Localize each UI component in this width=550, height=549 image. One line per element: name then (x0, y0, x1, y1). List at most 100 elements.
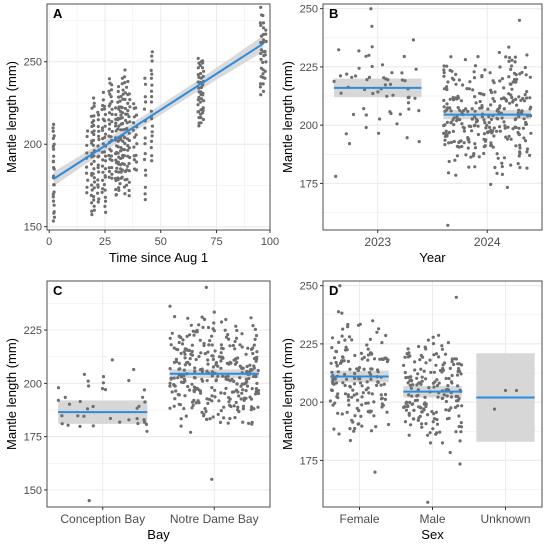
data-point (261, 60, 265, 64)
data-point (507, 59, 511, 64)
data-point (208, 417, 212, 421)
data-point (264, 60, 268, 64)
data-point (471, 88, 475, 92)
data-point (190, 349, 194, 354)
data-point (120, 111, 125, 115)
x-tick-label: 0 (46, 236, 52, 248)
data-point (100, 387, 105, 391)
data-point (137, 404, 141, 408)
data-point (188, 362, 192, 366)
data-point (431, 420, 435, 424)
data-point (216, 412, 220, 416)
data-point (415, 398, 419, 402)
data-point (173, 315, 177, 319)
data-point (517, 126, 521, 130)
data-point (264, 28, 268, 32)
data-point (114, 193, 118, 197)
data-point (344, 377, 349, 381)
data-point (259, 5, 263, 9)
data-point (224, 335, 229, 339)
data-point (337, 432, 341, 436)
data-point (495, 109, 499, 113)
data-point (432, 385, 436, 389)
data-point (211, 415, 215, 419)
data-point (484, 126, 488, 130)
data-point (478, 91, 482, 95)
data-point (331, 403, 335, 407)
data-point (117, 170, 121, 174)
data-point (121, 139, 125, 143)
data-point (131, 121, 136, 125)
data-point (423, 395, 427, 399)
data-point (513, 60, 517, 64)
data-point (202, 412, 206, 417)
data-point (428, 441, 433, 445)
data-point (440, 396, 444, 400)
data-point (177, 334, 181, 338)
data-point (354, 74, 358, 78)
data-point (437, 355, 441, 359)
data-point (513, 80, 517, 84)
data-point (448, 450, 452, 455)
data-point (450, 357, 454, 361)
data-point (507, 75, 511, 79)
data-point (92, 186, 96, 190)
data-point (348, 367, 352, 371)
data-point (113, 176, 118, 181)
data-point (103, 204, 107, 208)
data-point (123, 68, 127, 72)
data-point (386, 422, 391, 427)
data-point (413, 96, 417, 100)
data-point (487, 115, 491, 119)
data-point (473, 64, 478, 68)
data-point (259, 48, 263, 52)
data-point (453, 96, 457, 100)
data-point (366, 401, 370, 405)
data-point (110, 83, 114, 87)
data-point (434, 352, 439, 356)
data-point (210, 334, 214, 338)
data-point (96, 163, 100, 167)
data-point (127, 131, 131, 135)
data-point (455, 115, 459, 119)
data-point (380, 341, 384, 345)
data-point (447, 376, 451, 381)
data-point (149, 100, 154, 104)
data-point (364, 54, 368, 58)
data-point (190, 382, 194, 386)
data-point (201, 325, 205, 329)
data-point (334, 381, 339, 385)
data-point (464, 107, 468, 111)
data-point (92, 180, 97, 184)
data-point (227, 337, 231, 341)
data-point (92, 129, 96, 133)
data-point (190, 400, 195, 404)
data-point (343, 348, 348, 352)
data-point (211, 327, 215, 331)
data-point (495, 152, 499, 156)
data-point (447, 159, 451, 164)
data-point (121, 88, 125, 92)
data-point (103, 112, 107, 117)
data-point (224, 377, 228, 381)
data-point (254, 334, 259, 338)
data-point (495, 129, 499, 133)
data-point (518, 150, 522, 154)
data-point (143, 152, 147, 156)
data-point (360, 395, 364, 399)
data-point (127, 188, 131, 193)
data-point (119, 138, 123, 142)
data-point (512, 71, 517, 75)
data-point (91, 138, 95, 142)
data-point (502, 156, 506, 160)
data-point (467, 87, 471, 91)
data-point (523, 65, 527, 70)
data-point (143, 400, 147, 404)
data-point (107, 166, 111, 170)
data-point (513, 55, 518, 59)
data-point (107, 89, 111, 93)
data-point (110, 112, 114, 116)
data-point (454, 72, 458, 76)
data-point (424, 347, 428, 351)
data-point (506, 125, 510, 129)
